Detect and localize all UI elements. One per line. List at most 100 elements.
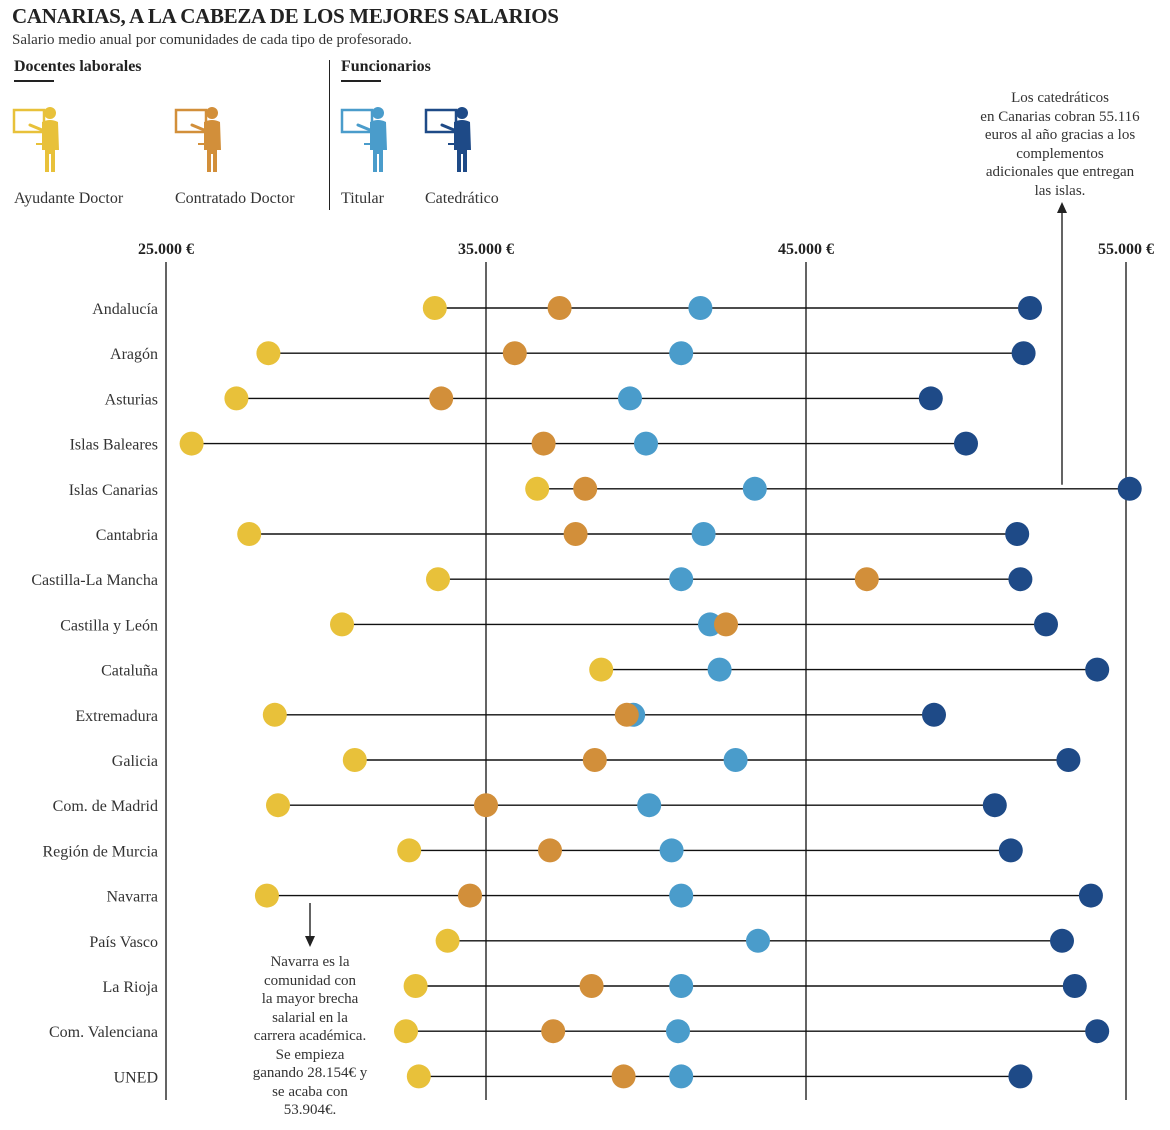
data-point: [573, 476, 598, 501]
region-label: Aragón: [110, 346, 158, 363]
data-point: [1050, 928, 1074, 953]
teacher-body: [454, 120, 471, 172]
data-point: [256, 341, 281, 366]
annotation-navarra: Navarra es la comunidad con la mayor bre…: [230, 953, 390, 1120]
data-point: [237, 522, 262, 546]
annotation-line: en Canarias cobran 55.116: [980, 108, 1140, 125]
annotation-line: adicionales que entregan: [985, 164, 1135, 180]
annotation-line: 53.904€.: [283, 1102, 337, 1118]
data-point: [669, 1064, 694, 1089]
region-label: Región de Murcia: [42, 843, 158, 860]
data-point: [406, 1064, 431, 1089]
data-point: [422, 296, 447, 320]
data-point: [669, 341, 694, 366]
legend-group-laborales-label: Docentes laborales: [14, 58, 142, 75]
data-point: [659, 838, 684, 863]
chart-title: CANARIAS, A LA CABEZA DE LOS MEJORES SAL…: [12, 4, 559, 28]
region-label: País Vasco: [89, 934, 158, 951]
annotation-line: carrera académica.: [253, 1028, 367, 1044]
data-point: [458, 883, 482, 908]
data-point: [531, 431, 556, 456]
data-point: [688, 296, 713, 320]
pointer-arm: [356, 123, 372, 132]
data-point: [397, 838, 422, 863]
data-point: [954, 431, 978, 456]
teacher-body: [370, 120, 387, 172]
pointer-arm: [28, 123, 44, 132]
data-point: [589, 657, 614, 682]
region-label: Galicia: [112, 753, 158, 770]
data-point: [541, 1019, 566, 1044]
legend-label-catedratico: Catedrático: [425, 190, 499, 207]
annotation-line: Se empieza: [275, 1046, 345, 1063]
teacher-body: [42, 120, 59, 172]
annotation-line: Navarra es la: [270, 954, 350, 970]
data-point: [998, 838, 1023, 863]
teacher-head: [44, 107, 56, 119]
legend-group-underline: [14, 80, 54, 82]
data-point: [634, 431, 658, 456]
legend-group-laborales: Docentes laborales: [14, 58, 142, 82]
teacher-head: [456, 107, 468, 119]
data-point: [691, 522, 716, 546]
region-label: Cataluña: [101, 663, 158, 680]
data-point: [330, 612, 354, 637]
annotation-line: se acaba con: [272, 1083, 348, 1100]
data-point: [435, 928, 460, 953]
data-point: [1011, 341, 1036, 366]
data-point: [266, 793, 290, 818]
legend-titular-icon: [340, 104, 400, 174]
region-label: Com. Valenciana: [49, 1024, 158, 1041]
annotation-arrowhead: [305, 936, 315, 947]
data-point: [637, 793, 662, 818]
data-point: [618, 386, 642, 411]
region-label: La Rioja: [102, 979, 158, 996]
data-point: [429, 386, 454, 411]
data-point: [669, 974, 694, 998]
legend-group-funcionarios: Funcionarios: [341, 58, 431, 82]
data-point: [742, 476, 767, 501]
board-shape: [340, 108, 374, 134]
annotation-line: ganando 28.154€ y: [252, 1065, 368, 1081]
legend-group-underline: [341, 80, 381, 82]
data-point: [525, 476, 550, 501]
data-point: [614, 702, 639, 727]
data-point: [262, 702, 287, 727]
board-shape: [174, 108, 208, 134]
legend-label-titular: Titular: [341, 190, 384, 207]
annotation-line: euros al año gracias a los: [984, 127, 1136, 143]
legend-contratado-icon: [174, 104, 234, 174]
teacher-head: [206, 107, 218, 119]
data-point: [666, 1019, 690, 1044]
legend-group-funcionarios-label: Funcionarios: [341, 58, 431, 75]
data-point: [1062, 974, 1087, 998]
pointer-arm: [190, 123, 206, 132]
region-label: Navarra: [106, 889, 158, 906]
legend-label-contratado: Contratado Doctor: [175, 190, 295, 207]
region-label: Asturias: [105, 391, 158, 408]
pointer-arm: [440, 123, 456, 132]
data-point: [1005, 522, 1030, 546]
annotation-line: comunidad con: [263, 972, 357, 989]
data-point: [918, 386, 943, 411]
data-point: [538, 838, 562, 863]
annotation-canarias: Los catedráticos en Canarias cobran 55.1…: [960, 89, 1160, 200]
teacher-head: [372, 107, 384, 119]
data-point: [669, 883, 694, 908]
data-point: [1056, 748, 1081, 772]
annotation-line: complementos: [1016, 145, 1104, 162]
x-tick-label: 25.000 €: [138, 241, 194, 258]
data-point: [547, 296, 572, 320]
data-point: [579, 974, 604, 998]
data-point: [1078, 883, 1103, 908]
annotation-line: Los catedráticos: [1011, 90, 1109, 106]
data-point: [611, 1064, 636, 1089]
data-point: [707, 657, 732, 682]
x-tick-label: 45.000 €: [778, 241, 834, 258]
chart-subtitle: Salario medio anual por comunidades de c…: [12, 32, 412, 48]
data-point: [224, 386, 249, 411]
teacher-body: [204, 120, 221, 172]
data-point: [669, 567, 694, 592]
board-shape: [12, 108, 46, 134]
